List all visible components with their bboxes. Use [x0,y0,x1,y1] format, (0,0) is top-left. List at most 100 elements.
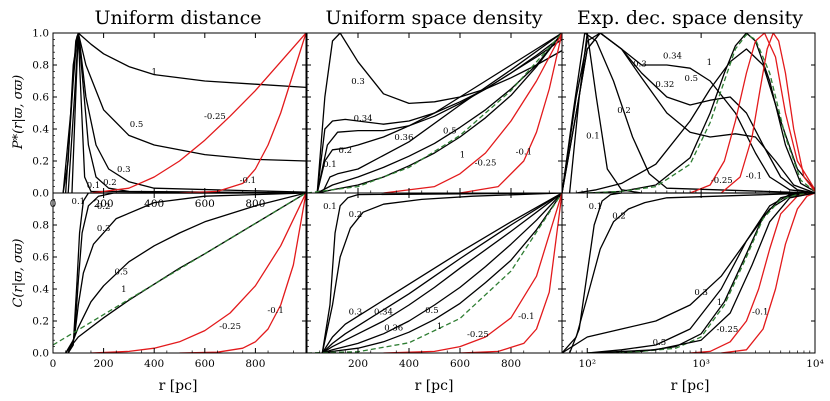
series-line-0.3 [321,193,562,353]
curve-label-0.5: 0.5 [653,338,667,348]
panel-pdf-2: 0.3 0.34 0.36 0.20.1 0.5 1 -0.25 -0.1 [306,32,563,194]
curve-label-0.34: 0.34 [663,51,682,61]
curve-label-0.5: 0.5 [130,120,144,130]
curve-label-0.5: 0.5 [115,267,129,277]
series-line--0.1 [459,33,562,193]
series-line--0.1 [179,33,306,193]
y-tick-label: 0.2 [32,316,49,328]
xlabel-3: r [pc] [671,378,710,394]
series-group [562,193,815,353]
curve-label-1: 1 [460,151,465,161]
series-line--0.25 [690,193,815,353]
curve-label-0.3: 0.3 [349,307,363,317]
series-line--0.1 [179,193,306,353]
series-line-exp [587,33,815,193]
panels: 1 0.5 0.3 0.2 0.1 -0.25 -0.1 0.0 0.2 0.4 0.6 0.8 1.0… [32,28,823,371]
series-line-0.36 [321,193,562,353]
x-tick-label: 600 [450,358,470,370]
curve-label-0.5: 0.5 [685,74,699,84]
curve-label-1: 1 [707,58,712,68]
curve-label-0.5: 0.5 [443,127,457,137]
ylabel-cdf: C(r|ϖ, σϖ) [11,238,26,307]
curve-label-0.36: 0.36 [384,323,403,333]
x-tick-label: 200 [94,358,114,370]
curve-label-1: 1 [437,322,442,332]
title-uniform-space-density: Uniform space density [326,7,543,29]
curve-label--0.25: -0.25 [204,112,226,122]
curve-label-0.36: 0.36 [394,133,413,143]
series-line--0.25 [90,193,306,353]
curve-label--0.1: -0.1 [267,306,283,316]
x-tick-label: 0 [50,358,57,370]
series-line-0.34 [587,193,815,353]
x-tick-label: 400 [399,358,419,370]
x-tick-label: 400 [144,198,164,210]
panel-frame [561,192,816,354]
x-tick-label: 10³ [692,358,710,370]
y-tick-label: 0.0 [32,348,49,360]
y-tick-label: 0.2 [32,156,49,168]
series-line-1 [317,33,562,193]
series-line--0.25 [90,33,306,193]
series-line-0.1 [67,193,306,353]
x-tick-label: 200 [348,358,368,370]
series-line--0.25 [383,33,562,193]
curve-label-0.2: 0.2 [617,106,631,116]
curve-label-1: 1 [151,67,156,77]
x-tick-label: 800 [501,358,521,370]
series-group [62,33,306,193]
y-tick-label: 0.6 [32,92,49,104]
panel-cdf-1: 0.1 0.2 0.3 0.5 1 -0.25 -0.1 0.0 0.2 0.4 0.6 0.8 0 20… [32,192,307,370]
curve-label-0.3: 0.3 [117,165,131,175]
series-line-0.5 [65,193,306,353]
panel-frame [52,192,307,354]
y-tick-label: 0.4 [32,284,49,296]
y-tick-label: 0.8 [32,220,49,232]
series-line-uniform [53,193,306,346]
curve-label-0.3: 0.3 [633,59,647,69]
curve-label-1: 1 [121,285,126,295]
curve-label--0.25: -0.25 [711,176,733,186]
curve-label--0.1: -0.1 [746,171,762,181]
series-line--0.25 [689,33,815,193]
panel-cdf-2: 0.1 0.2 0.3 0.34 0.36 0.5 1 -0.25 -0.1 200 400 600 8… [306,192,563,370]
x-tick-label: 10⁴ [806,358,824,370]
series-line-0.2 [316,33,562,193]
curve-label-0.3: 0.3 [351,77,365,87]
curve-label-0.1: 0.1 [586,131,600,141]
series-group [53,193,306,353]
series-line-1 [322,193,562,353]
panel-pdf-1: 10.50.30.20.1-0.25-0.10.00.20.40.60.81.0… [32,28,307,210]
curve-label--0.25: -0.25 [475,159,497,169]
series-group [307,193,562,353]
curve-label-0.2: 0.2 [612,211,626,221]
series-line-0.2 [562,193,815,353]
curve-label-0.1: 0.1 [323,160,337,170]
series-line-0.3 [316,33,562,193]
panel-frame [52,32,307,194]
panel-pdf-3: 0.1 0.2 0.3 0.32 0.34 0.5 1 -0.25 -0.1 [561,32,816,194]
series-line-0.2 [321,193,562,353]
series-line-0.36 [316,35,562,193]
ylabel-pdf: P*(r|ϖ, σϖ) [11,75,26,150]
series-line-0.3 [562,193,815,353]
x-tick-label: 400 [144,358,164,370]
x-tick-label: 200 [94,198,114,210]
y-tick-label: 0.8 [32,60,49,72]
series-line-0.1 [569,193,815,353]
curve-label--0.1: -0.1 [752,307,768,317]
x-tick-label: 600 [195,358,215,370]
y-tick-label: 1.0 [32,28,49,40]
series-group [307,33,562,193]
title-exp-dec-space-density: Exp. dec. space density [577,7,803,29]
y-tick-label: 0.0 [32,188,49,200]
curve-label-0.2: 0.2 [97,202,111,212]
x-tick-label: 10² [578,358,596,370]
curve-label-0.1: 0.1 [323,202,337,212]
series-line-0.5 [316,33,562,193]
y-tick-label: 0.6 [32,252,49,264]
series-line--0.1 [720,33,815,193]
panel-cdf-3: 0.1 0.2 0.3 0.5 1 -0.25 -0.1 10² 10³ 10⁴ [561,192,824,370]
title-uniform-distance: Uniform distance [94,7,261,29]
